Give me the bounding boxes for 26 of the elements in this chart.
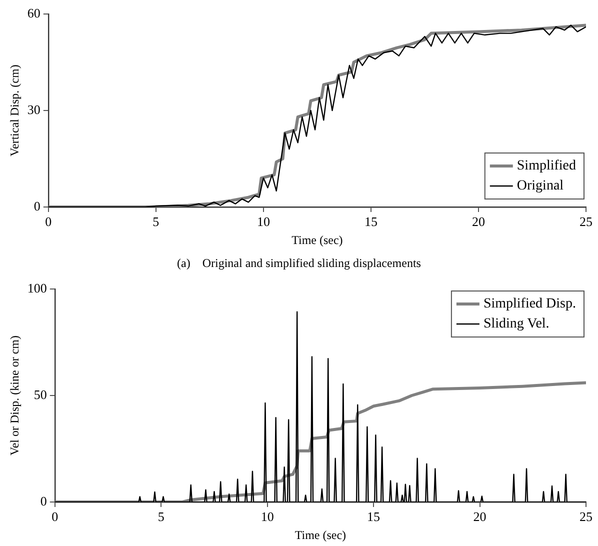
y-tick-label: 0 bbox=[40, 493, 47, 508]
legend-label: Sliding Vel. bbox=[483, 316, 550, 332]
x-tick-label: 15 bbox=[367, 509, 380, 524]
x-tick-label: 10 bbox=[260, 509, 274, 524]
legend-label: Original bbox=[516, 178, 564, 194]
x-tick-label: 0 bbox=[52, 509, 58, 524]
legend-label: Simplified Disp. bbox=[483, 296, 576, 312]
x-tick-label: 25 bbox=[580, 509, 592, 524]
x-tick-label: 20 bbox=[472, 214, 485, 230]
x-tick-label: 15 bbox=[364, 214, 378, 230]
x-axis-title: Time (sec) bbox=[294, 528, 346, 542]
y-tick-label: 100 bbox=[27, 280, 47, 296]
x-tick-label: 5 bbox=[158, 509, 164, 524]
y-tick-label: 30 bbox=[27, 102, 40, 117]
x-tick-label: 5 bbox=[152, 214, 160, 230]
x-tick-label: 10 bbox=[256, 214, 270, 230]
y-tick-label: 60 bbox=[27, 5, 40, 20]
y-axis-title: Vertical Disp. (cm) bbox=[7, 64, 22, 156]
x-axis-title: Time (sec) bbox=[292, 232, 343, 247]
y-tick-label: 50 bbox=[34, 386, 47, 402]
x-tick-label: 25 bbox=[580, 214, 592, 230]
y-tick-label: 0 bbox=[34, 198, 40, 214]
text: (a) Original and simplified sliding displacements bbox=[176, 256, 422, 271]
x-tick-label: 20 bbox=[473, 509, 486, 524]
y-axis-title: Vel or Disp. (kine or cm) bbox=[7, 336, 22, 456]
legend-label: Simplified bbox=[516, 158, 576, 174]
